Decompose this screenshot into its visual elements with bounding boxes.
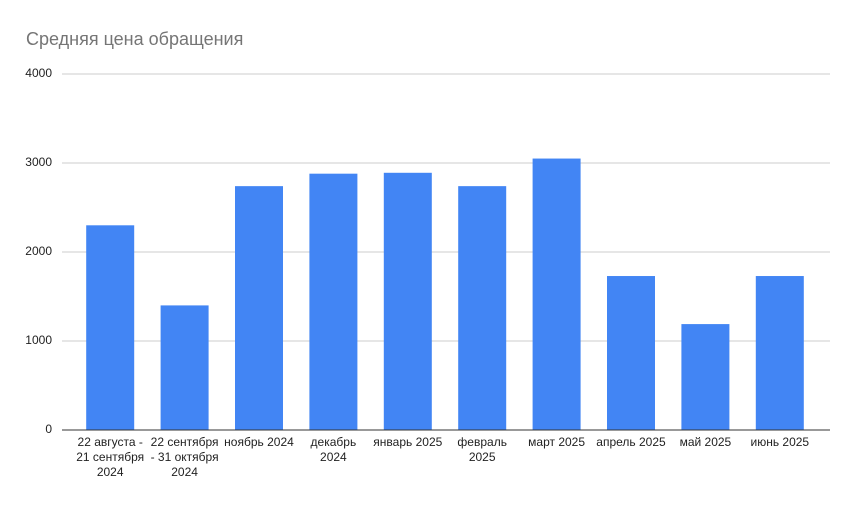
bar (86, 225, 135, 430)
x-tick-label: 22 сентября - 31 октября 2024 (150, 435, 219, 479)
bar (681, 324, 730, 430)
y-tick-label: 0 (45, 422, 52, 436)
y-tick-label: 3000 (25, 155, 52, 169)
y-tick-label: 1000 (25, 333, 52, 347)
bar (532, 158, 581, 431)
bar (458, 186, 507, 430)
x-tick-label: декабрь 2024 (310, 435, 357, 464)
x-tick-label: май 2025 (679, 435, 732, 449)
x-tick-label: январь 2025 (373, 435, 443, 449)
bar (309, 173, 358, 430)
bar (755, 276, 804, 430)
x-tick-label: ноябрь 2024 (224, 435, 294, 449)
x-tick-label: февраль 2025 (457, 435, 507, 464)
bar (383, 172, 432, 431)
bar (607, 276, 655, 430)
x-tick-label: 22 августа - 21 сентября 2024 (76, 435, 145, 479)
x-tick-label: июнь 2025 (750, 435, 810, 449)
y-tick-label: 2000 (25, 244, 52, 258)
bar (160, 305, 209, 430)
bar (235, 186, 283, 430)
y-tick-label: 4000 (25, 66, 52, 80)
x-tick-label: апрель 2025 (596, 435, 666, 449)
x-tick-label: март 2025 (528, 435, 586, 449)
chart-title: Средняя цена обращения (26, 29, 243, 49)
